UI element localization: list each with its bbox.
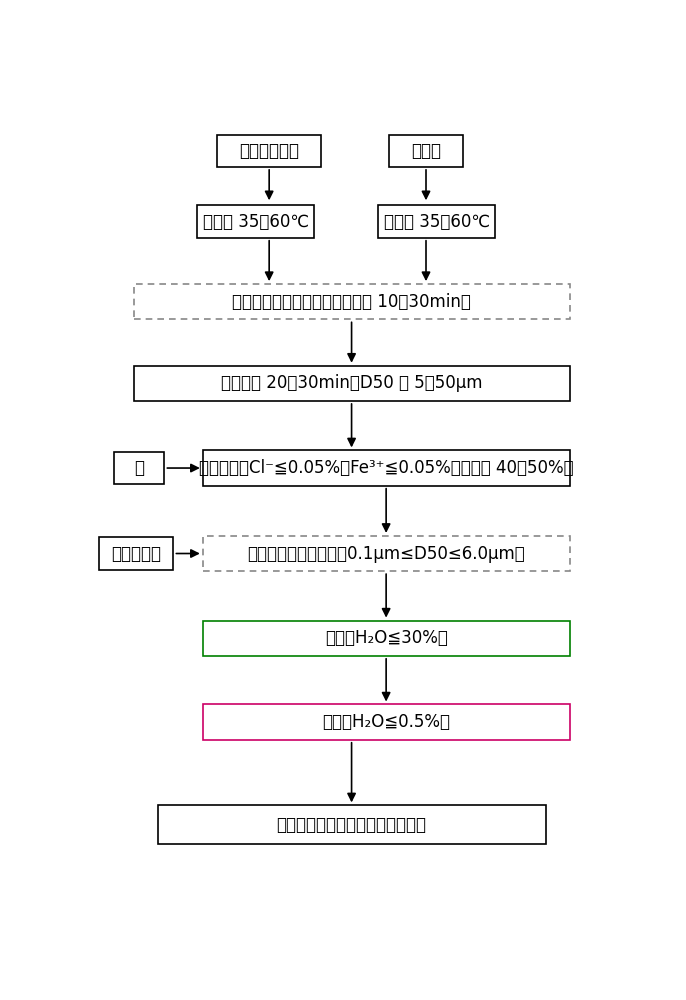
FancyBboxPatch shape <box>202 450 569 486</box>
Text: 无机镁盐溶液: 无机镁盐溶液 <box>239 142 299 160</box>
Text: 高纯高分散性超细氢氧化镁阻燃剂: 高纯高分散性超细氢氧化镁阻燃剂 <box>276 816 427 834</box>
Text: 连续性合成反应（浆液停留时间 10～30min）: 连续性合成反应（浆液停留时间 10～30min） <box>232 293 471 311</box>
FancyBboxPatch shape <box>99 537 174 570</box>
FancyBboxPatch shape <box>114 452 164 484</box>
Text: 过滤（H₂O≦30%）: 过滤（H₂O≦30%） <box>324 629 447 647</box>
FancyBboxPatch shape <box>202 704 569 740</box>
Text: 加热到 35～60℃: 加热到 35～60℃ <box>383 213 490 231</box>
FancyBboxPatch shape <box>217 135 321 167</box>
FancyBboxPatch shape <box>134 366 569 401</box>
FancyBboxPatch shape <box>134 284 569 319</box>
FancyBboxPatch shape <box>389 135 463 167</box>
FancyBboxPatch shape <box>198 205 314 238</box>
FancyBboxPatch shape <box>202 620 569 656</box>
Text: 水: 水 <box>134 459 144 477</box>
Text: 湿磨与粉体表面包覆（0.1μm≤D50≤6.0μm）: 湿磨与粉体表面包覆（0.1μm≤D50≤6.0μm） <box>247 545 525 563</box>
Text: 碱溶液: 碱溶液 <box>411 142 441 160</box>
FancyBboxPatch shape <box>158 805 545 844</box>
Text: 硅烷改性剂: 硅烷改性剂 <box>111 545 161 563</box>
Text: 加热到 35～60℃: 加热到 35～60℃ <box>203 213 309 231</box>
FancyBboxPatch shape <box>202 536 569 571</box>
Text: 浆液陈化 20～30min，D50 为 5～50μm: 浆液陈化 20～30min，D50 为 5～50μm <box>221 374 482 392</box>
Text: 过滤洗涤（Cl⁻≦0.05%，Fe³⁺≦0.05%，水分为 40～50%）: 过滤洗涤（Cl⁻≦0.05%，Fe³⁺≦0.05%，水分为 40～50%） <box>199 459 573 477</box>
FancyBboxPatch shape <box>378 205 495 238</box>
Text: 干燥（H₂O≦0.5%）: 干燥（H₂O≦0.5%） <box>322 713 450 731</box>
